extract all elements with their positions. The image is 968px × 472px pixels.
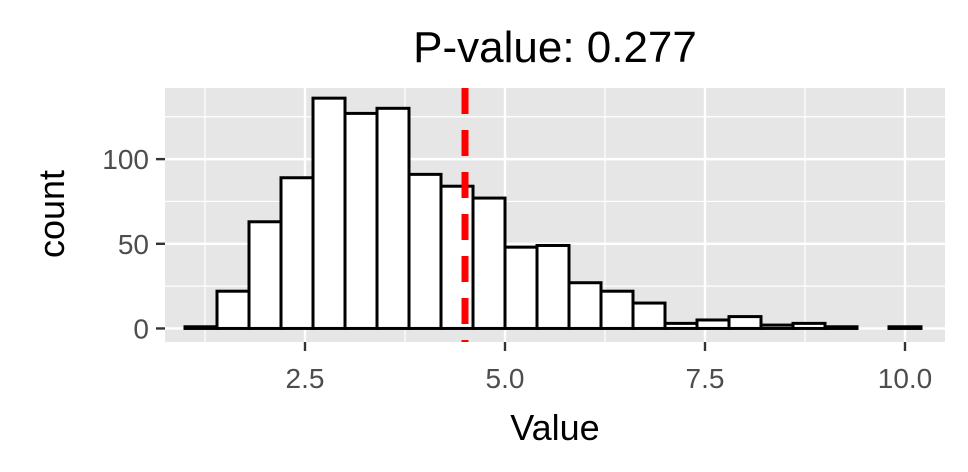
histogram-bar bbox=[727, 315, 763, 330]
y-tick-label: 50 bbox=[118, 229, 149, 260]
histogram-bar bbox=[503, 245, 539, 330]
histogram-bar bbox=[823, 325, 859, 330]
histogram-bar bbox=[215, 289, 251, 330]
y-tick-label: 0 bbox=[133, 313, 149, 344]
histogram-bar bbox=[535, 243, 571, 330]
x-tick-label: 5.0 bbox=[486, 363, 525, 394]
histogram-bar bbox=[343, 111, 379, 330]
histogram-bar bbox=[759, 323, 795, 330]
histogram-bar bbox=[407, 172, 443, 330]
chart-title: P-value: 0.277 bbox=[413, 23, 697, 72]
x-tick-label: 2.5 bbox=[286, 363, 325, 394]
histogram-bar bbox=[279, 176, 315, 330]
histogram-bar bbox=[887, 325, 923, 330]
x-axis-title: Value bbox=[510, 407, 599, 448]
y-axis-title: count bbox=[31, 170, 72, 258]
histogram-bar bbox=[599, 289, 635, 330]
y-tick-label: 100 bbox=[102, 144, 149, 175]
x-tick-label: 10.0 bbox=[878, 363, 933, 394]
histogram-bar bbox=[183, 325, 219, 330]
x-axis: 2.5 5.0 7.5 10.0 bbox=[286, 342, 933, 394]
histogram-bar bbox=[663, 321, 699, 330]
histogram-bar bbox=[311, 96, 347, 330]
histogram-bar bbox=[695, 318, 731, 330]
y-axis: 0 50 100 bbox=[102, 144, 165, 344]
histogram-bar bbox=[791, 321, 827, 330]
histogram-bars bbox=[183, 96, 923, 330]
histogram-bar bbox=[375, 106, 411, 330]
histogram-bar bbox=[471, 196, 507, 330]
histogram-bar bbox=[631, 301, 667, 330]
x-tick-label: 7.5 bbox=[686, 363, 725, 394]
histogram-bar bbox=[567, 281, 603, 330]
histogram-bar bbox=[247, 220, 283, 330]
